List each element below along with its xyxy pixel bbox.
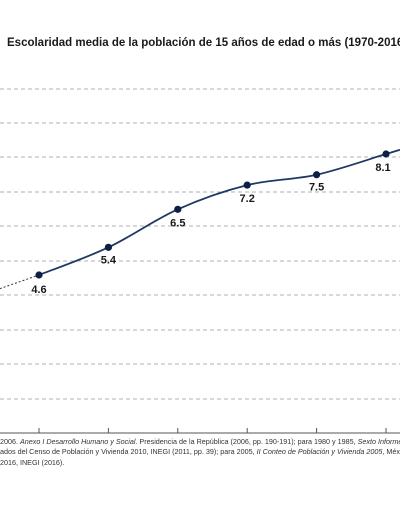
source-text: Sexto Informe de Gob	[357, 437, 400, 446]
data-point	[243, 181, 251, 189]
chart-title: Escolaridad media de la población de 15 …	[7, 37, 400, 49]
series	[0, 148, 400, 290]
source-text: , México y su	[382, 447, 400, 457]
data-label: 5.4	[101, 254, 117, 266]
data-point	[35, 271, 43, 279]
data-label: 6.5	[170, 217, 185, 229]
data-label: 4.6	[31, 284, 46, 296]
data-point	[313, 171, 321, 179]
grid	[0, 88, 400, 400]
source-text: 2016, INEGI (2016).	[0, 457, 65, 467]
data-labels: 4.6 5.4 6.5 7.2 7.5 8.1	[31, 162, 390, 296]
source-line-1: 2006. Anexo I Desarrollo Humano y Social…	[0, 437, 400, 447]
source-text: Anexo I Desarrollo Humano y Social	[19, 437, 136, 446]
source-text: . Presidencia de la República (2006, pp.…	[135, 437, 358, 446]
source-text: ados del Censo de Población y Vivienda 2…	[0, 447, 257, 457]
series-line-dashed	[0, 274, 40, 290]
data-point	[104, 243, 112, 251]
data-point	[382, 150, 390, 158]
source-text: II Conteo de Población y Vivienda 2005	[256, 447, 383, 457]
source-text: 2006.	[0, 437, 20, 446]
data-point	[174, 205, 182, 213]
source-line-3: 2016, INEGI (2016).	[0, 458, 400, 468]
x-ticks: 198019851990199520002005	[38, 428, 387, 433]
chart: Escolaridad media de la población de 15 …	[0, 37, 400, 434]
data-label: 7.5	[309, 182, 324, 194]
data-label: 7.2	[240, 193, 255, 205]
source-line-2: ados del Censo de Población y Vivienda 2…	[0, 447, 400, 457]
data-label: 8.1	[375, 162, 390, 174]
series-line	[38, 148, 400, 276]
source-note: 2006. Anexo I Desarrollo Humano y Social…	[0, 437, 400, 515]
